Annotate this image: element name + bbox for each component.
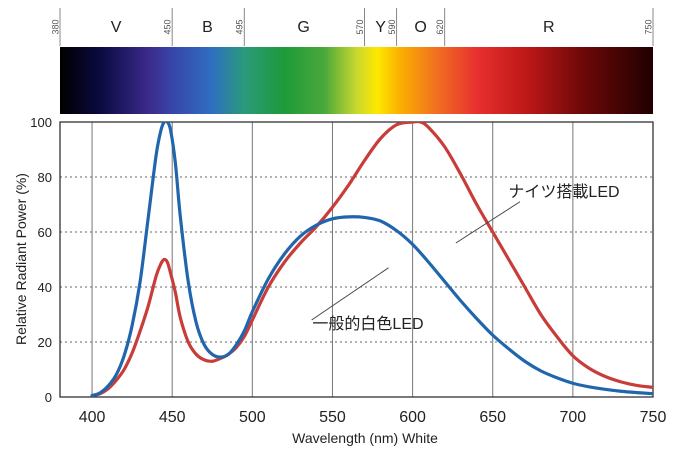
spectrum-band: 380 450 495 570 590 620 750 V B G Y O R	[50, 8, 654, 114]
band-label-o: O	[414, 19, 426, 36]
y-tick-100: 100	[30, 115, 52, 130]
annotation-label-knights: ナイツ搭載LED	[508, 183, 619, 201]
series-annotations: 一般的白色LED ナイツ搭載LED	[311, 183, 620, 333]
series-lines	[90, 122, 653, 397]
wavelength-marker-labels: 380 450 495 570 590 620 750	[50, 19, 653, 34]
x-tick-400: 400	[79, 409, 106, 426]
x-axis-label: Wavelength (nm) White	[292, 430, 438, 446]
y-tick-20: 20	[38, 335, 52, 350]
series-line-general	[90, 122, 653, 397]
x-tick-700: 700	[560, 409, 587, 426]
y-tick-60: 60	[38, 225, 52, 240]
x-tick-550: 550	[319, 409, 346, 426]
x-axis-tick-labels: 400 450 500 550 600 650 700 750	[79, 409, 667, 426]
x-tick-450: 450	[159, 409, 186, 426]
series-line-knights	[90, 122, 653, 397]
x-tick-650: 650	[479, 409, 506, 426]
spectrum-gradient-bar	[60, 47, 653, 114]
vertical-gridlines	[91, 122, 574, 397]
y-axis-tick-labels: 0 20 40 60 80 100	[30, 115, 52, 405]
x-tick-500: 500	[239, 409, 266, 426]
band-label-b: B	[202, 19, 213, 36]
annotation-label-general: 一般的白色LED	[312, 315, 423, 333]
annotation-leader-knights	[455, 201, 521, 244]
band-label-g: G	[297, 19, 309, 36]
marker-label-m570: 570	[355, 19, 365, 34]
annotation-leader-general	[311, 267, 389, 321]
marker-label-m620: 620	[435, 19, 445, 34]
marker-label-m495: 495	[235, 19, 245, 34]
marker-label-m450: 450	[163, 19, 173, 34]
band-label-y: Y	[375, 19, 386, 36]
marker-label-m380: 380	[50, 19, 60, 34]
plot-frame	[59, 121, 654, 398]
wavelength-marker-lines	[59, 8, 654, 46]
y-tick-80: 80	[38, 170, 52, 185]
y-axis-label: Relative Radiant Power (%)	[13, 173, 29, 345]
y-tick-0: 0	[45, 390, 52, 405]
marker-label-m590: 590	[387, 19, 397, 34]
x-tick-600: 600	[399, 409, 426, 426]
band-label-v: V	[111, 19, 122, 36]
y-tick-40: 40	[38, 280, 52, 295]
marker-label-m750: 750	[643, 19, 653, 34]
horizontal-dotted-gridlines	[60, 176, 653, 343]
band-label-r: R	[543, 19, 555, 36]
x-tick-750: 750	[640, 409, 667, 426]
